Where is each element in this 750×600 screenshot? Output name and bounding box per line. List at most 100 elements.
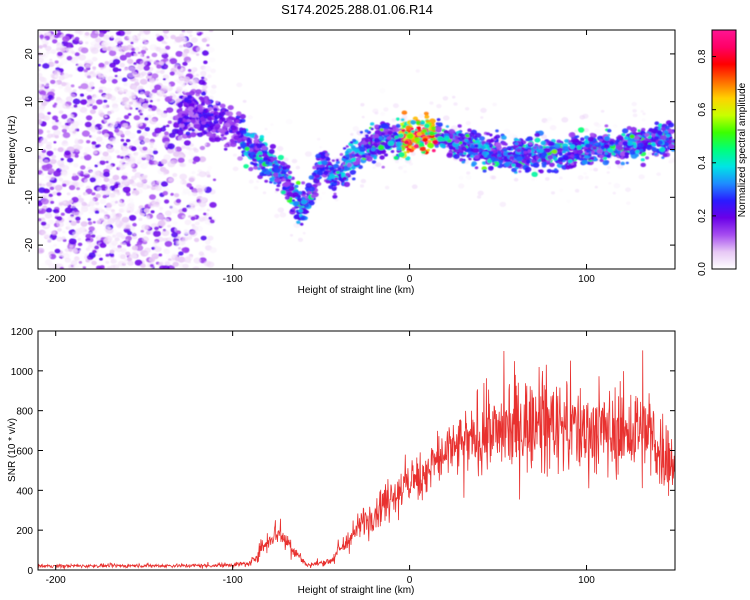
spectrogram-cell-871 <box>110 264 116 269</box>
spectrogram-cell-4641 <box>231 125 237 131</box>
spectrogram-cell-3694 <box>212 133 217 136</box>
spectrogram-cell-1788 <box>103 133 110 138</box>
spectrogram-cell-374 <box>88 200 96 207</box>
snr-x-tick-label-2: 0 <box>407 575 413 586</box>
spectrogram-cell-1352 <box>71 196 79 203</box>
spectrogram-cell-806 <box>92 119 96 123</box>
spectrogram-cell-3976 <box>180 121 184 125</box>
spectrogram-cell-467 <box>151 144 158 149</box>
spectrogram-cell-4355 <box>210 113 214 117</box>
spectrogram-cell-4059 <box>424 131 430 136</box>
spectrogram-cell-4505 <box>563 156 568 161</box>
spectrogram-cell-4569 <box>424 114 430 119</box>
spectrogram-cell-4045 <box>380 149 387 155</box>
colorbar-tick-label-0: 0.0 <box>697 262 708 276</box>
spectrogram-cell-3298 <box>182 126 187 130</box>
spectrogram-cell-1806 <box>139 180 143 184</box>
spectrogram-cell-2401 <box>364 134 369 138</box>
spectrogram-cell-416 <box>199 145 206 151</box>
spectrogram-cell-2022 <box>253 186 259 190</box>
spectrogram-cell-33 <box>174 146 182 153</box>
spectrogram-cell-1907 <box>133 154 138 158</box>
spectrogram-cell-1631 <box>51 230 56 235</box>
spectrogram-cell-1486 <box>96 186 102 191</box>
spectrogram-cell-984 <box>84 92 88 96</box>
spectrogram-cell-777 <box>89 71 94 75</box>
spectrogram-cell-2141 <box>372 166 376 170</box>
spectrogram-cell-1214 <box>188 158 194 164</box>
spectrogram-cell-4375 <box>291 199 296 202</box>
spectrogram-cell-4769 <box>577 127 585 133</box>
spectrogram-cell-2183 <box>606 171 610 174</box>
spectrogram-cell-601 <box>70 153 76 158</box>
spectrogram-cell-4583 <box>534 132 540 138</box>
spectrogram-cell-1883 <box>70 220 77 226</box>
spectrogram-cell-1394 <box>163 154 171 161</box>
spectrogram-cell-1850 <box>144 41 150 46</box>
spectrogram-cell-4794 <box>533 146 537 150</box>
spectrogram-cell-4812 <box>457 132 463 137</box>
spectrogram-cell-3392 <box>423 111 429 116</box>
spectrogram-cell-1265 <box>131 85 137 90</box>
spectrogram-cell-4749 <box>345 172 351 177</box>
spectrogram-cell-2269 <box>481 166 488 171</box>
spectrogram-cell-1840 <box>130 201 135 205</box>
spectrogram-cell-4226 <box>349 141 354 144</box>
spectrogram-cell-4703 <box>370 147 376 152</box>
spectrogram-cell-1561 <box>193 257 202 264</box>
spectrogram-cell-4370 <box>248 148 254 152</box>
spectrogram-cell-4678 <box>187 94 193 99</box>
spectrogram-cell-1433 <box>167 148 175 154</box>
spectrogram-cell-4813 <box>279 161 286 166</box>
spectrogram-cell-3527 <box>335 158 339 162</box>
spectrogram-cell-2198 <box>513 177 519 182</box>
spectrogram-cell-3828 <box>195 89 202 95</box>
spectrogram-cell-4800 <box>273 164 279 170</box>
spectrogram-cell-4521 <box>602 160 609 166</box>
spectrogram-cell-510 <box>96 237 101 241</box>
spectrogram-cell-4694 <box>667 122 675 128</box>
spectrogram-cell-4802 <box>184 115 190 120</box>
spectrogram-cell-1970 <box>395 160 399 164</box>
spectrogram-cell-3989 <box>651 133 657 138</box>
spectrogram-cell-1753 <box>137 53 143 58</box>
spectrogram-cell-1923 <box>589 168 593 172</box>
spectrogram-cell-1638 <box>46 237 53 243</box>
spectrogram-cell-4739 <box>374 124 379 129</box>
spectrogram-cell-4553 <box>191 128 196 132</box>
spectrogram-cell-218 <box>198 156 207 163</box>
spectrogram-cell-1762 <box>137 64 145 70</box>
spectrogram-cell-1640 <box>209 219 215 224</box>
spectrogram-cell-1628 <box>174 193 180 198</box>
spectrogram-cell-1583 <box>156 64 162 69</box>
spectrogram-cell-4654 <box>335 171 340 174</box>
spectrogram-cell-1020 <box>177 92 182 96</box>
spectrogram-cell-888 <box>99 257 103 261</box>
spectrogram-cell-4754 <box>321 160 328 166</box>
spectrogram-cell-4637 <box>308 200 315 206</box>
spectrogram-cell-955 <box>189 34 193 38</box>
spectrogram-cell-295 <box>140 49 147 55</box>
spectrogram-cell-3855 <box>589 132 595 137</box>
spectrogram-y-tick-label-1: -10 <box>24 190 35 205</box>
spectrogram-cell-4807 <box>585 143 591 148</box>
spectrogram-cell-1458 <box>44 101 49 105</box>
spectrogram-cell-2158 <box>656 172 661 176</box>
spectrogram-cell-1188 <box>45 45 52 52</box>
spectrogram-cell-4608 <box>305 182 313 188</box>
spectrogram-cell-1938 <box>360 103 365 107</box>
spectrogram-cell-453 <box>53 141 57 144</box>
spectrogram-cell-1429 <box>137 208 143 213</box>
spectrogram-cell-1377 <box>192 191 198 197</box>
spectrogram-cell-1139 <box>119 62 125 68</box>
spectrogram-cell-2018 <box>499 201 507 207</box>
spectrogram-cell-1882 <box>65 104 71 109</box>
spectrogram-cell-3941 <box>548 141 555 147</box>
spectrogram-cell-1397 <box>197 208 202 212</box>
spectrogram-cell-1924 <box>584 175 589 180</box>
spectrogram-cell-3355 <box>531 171 538 177</box>
spectrogram-cell-4334 <box>204 100 209 104</box>
spectrogram-cell-1767 <box>74 30 79 34</box>
spectrogram-cell-1477 <box>53 34 60 39</box>
spectrogram-cell-4332 <box>200 97 205 102</box>
